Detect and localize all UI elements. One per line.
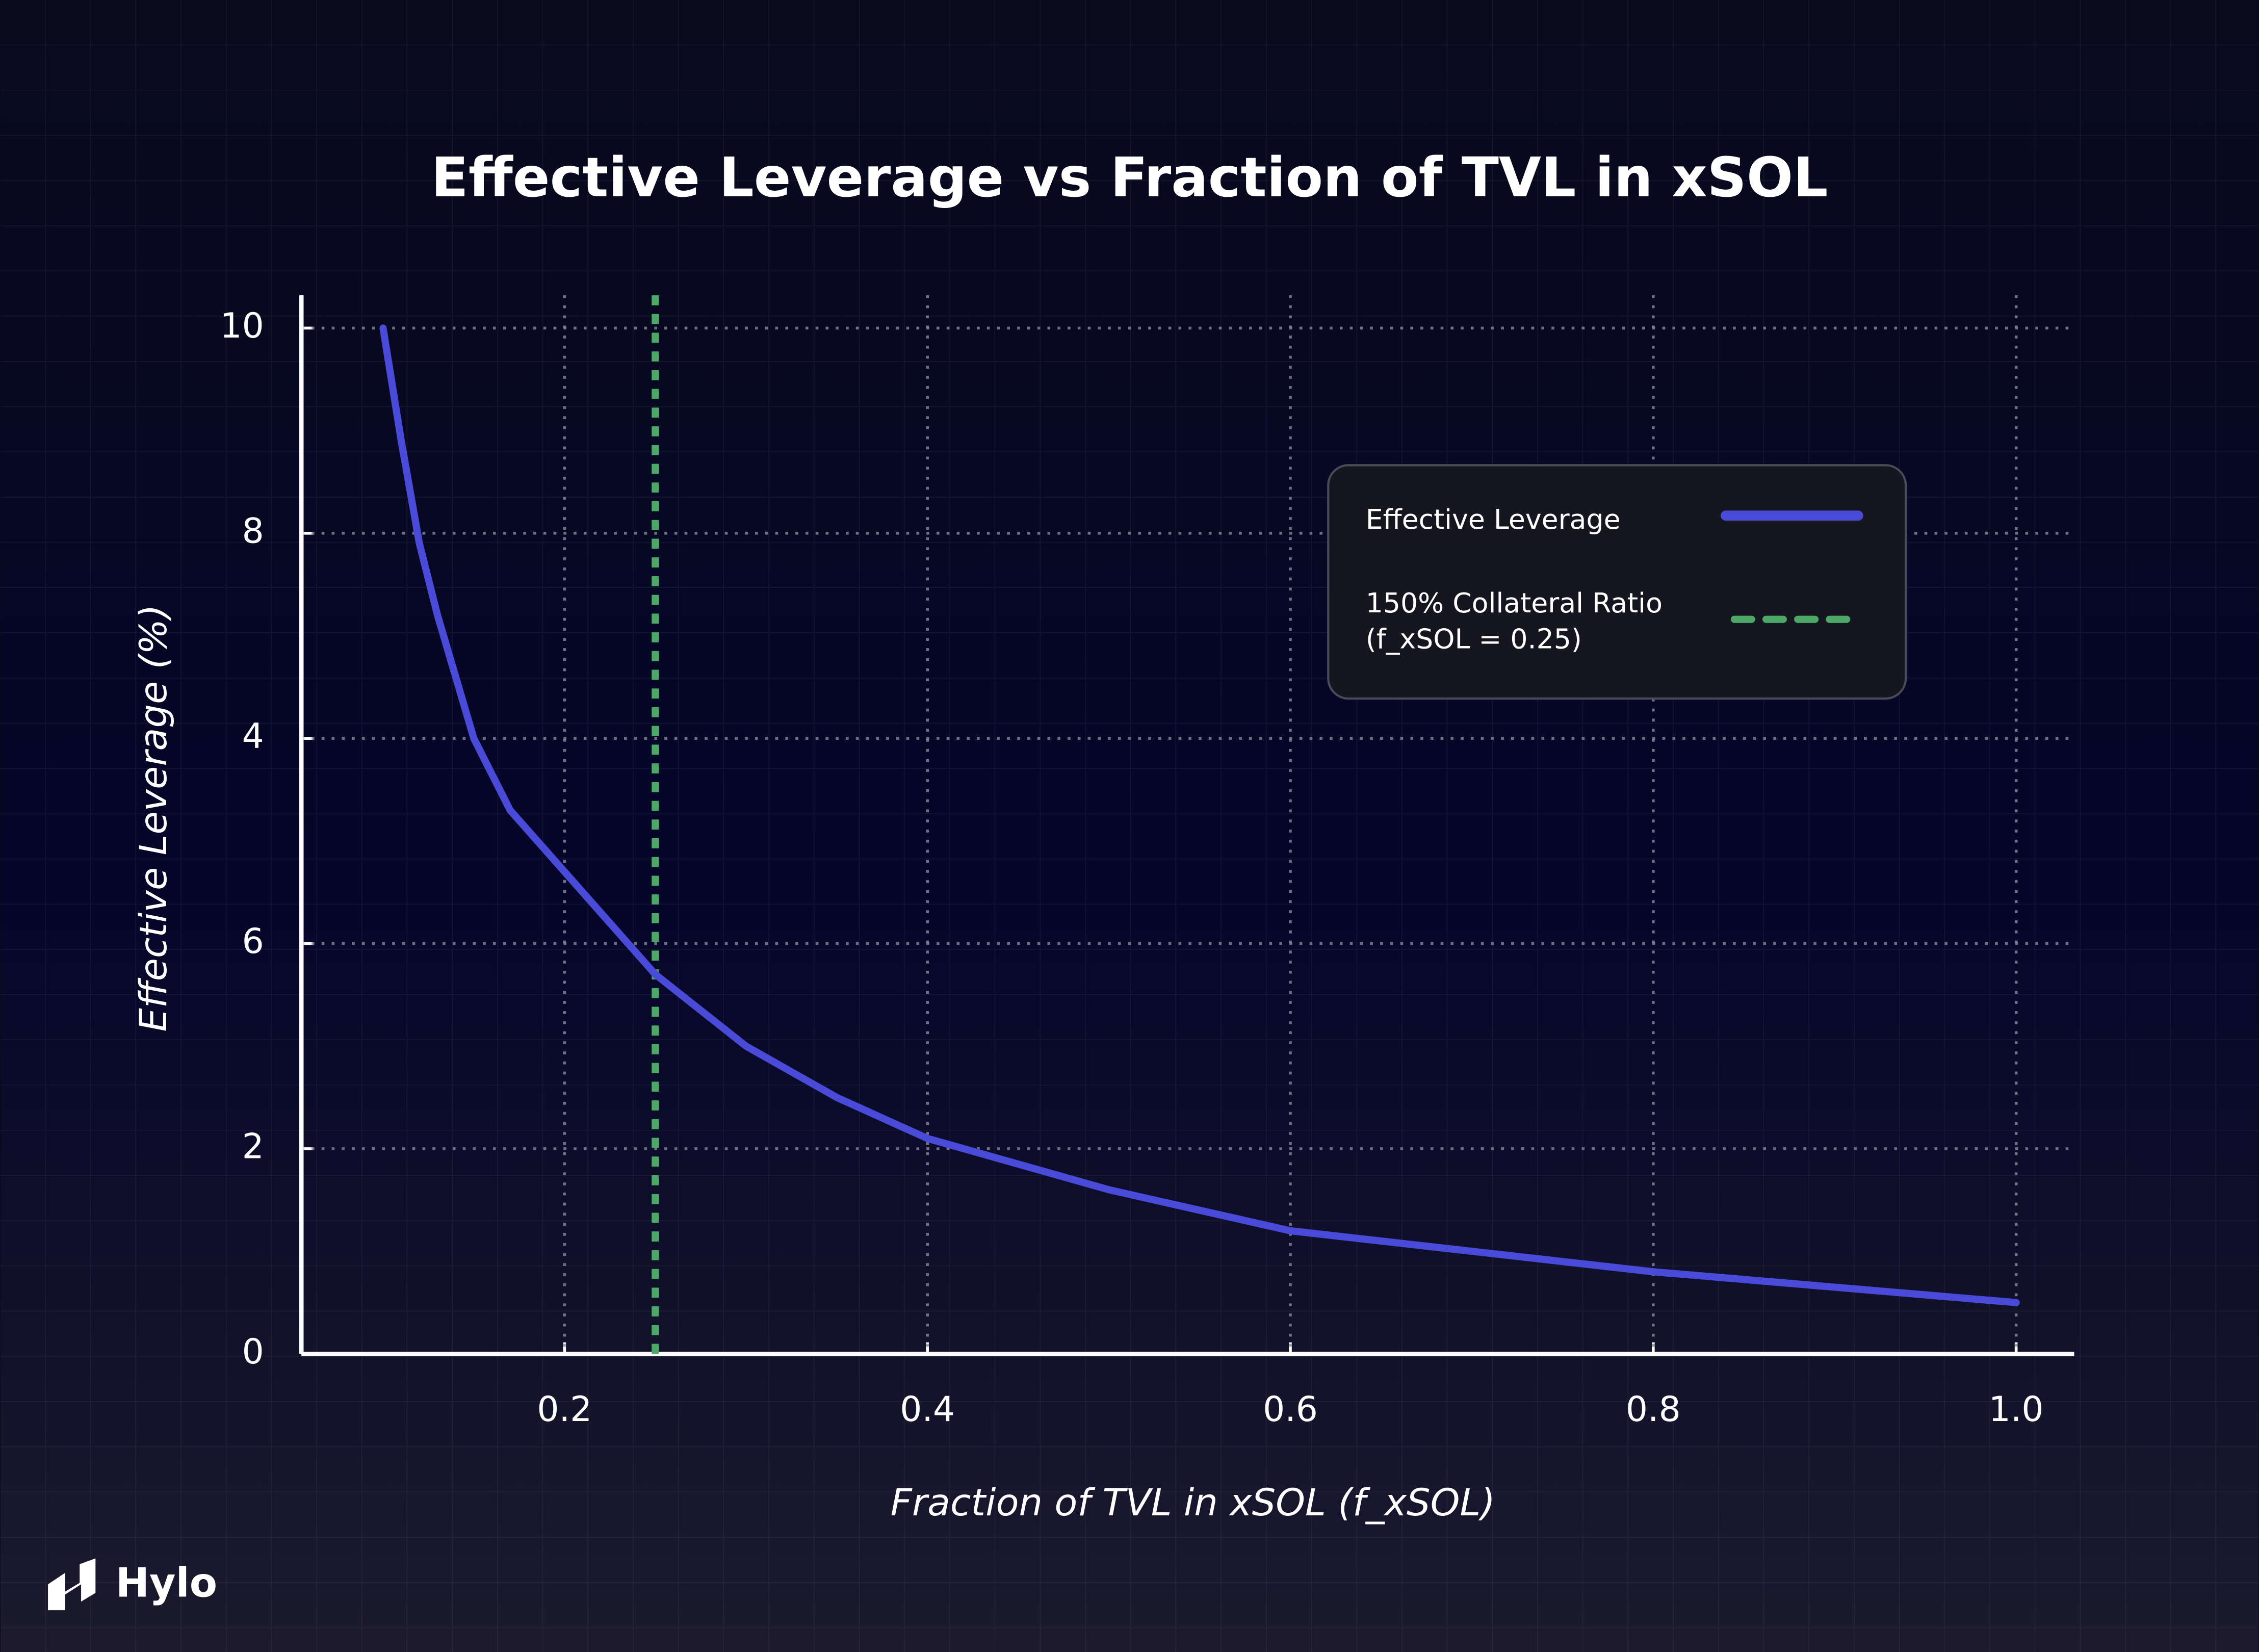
y-tick-label: 8: [242, 510, 264, 551]
chart-title: Effective Leverage vs Fraction of TVL in…: [431, 146, 1828, 210]
legend-box: [1327, 464, 1907, 700]
y-tick-label: 10: [220, 305, 264, 346]
series-line: [379, 324, 2020, 1306]
y-tick-label: 6: [242, 921, 264, 961]
x-tick-label: 0.4: [900, 1389, 955, 1429]
logo-icon: [48, 1558, 96, 1611]
brand-name: Hylo: [116, 1560, 217, 1607]
legend-label: (f_xSOL = 0.25): [1366, 623, 1582, 655]
x-axis-label: Fraction of TVL in xSOL (f_xSOL): [891, 1481, 1495, 1525]
legend-label: Effective Leverage: [1366, 503, 1621, 535]
x-tick-label: 1.0: [1989, 1389, 2044, 1429]
x-tick-label: 0.6: [1263, 1389, 1318, 1429]
y-tick-label: 0: [242, 1331, 264, 1372]
y-tick-label: 2: [242, 1126, 264, 1166]
brand-logo: Hylo: [48, 1558, 217, 1611]
x-tick-label: 0.8: [1626, 1389, 1681, 1429]
y-tick-label: 4: [242, 716, 264, 756]
y-axis-label: Effective Leverage (%): [132, 604, 175, 1031]
x-tick-label: 0.2: [537, 1389, 592, 1429]
plot-area: 0 2 6 4 8 10 0.2 0.4 0.6 0.8 1.0: [220, 295, 2074, 1429]
legend-label: 150% Collateral Ratio: [1366, 587, 1663, 619]
legend: Effective Leverage 150% Collateral Ratio (…: [1366, 503, 1863, 655]
